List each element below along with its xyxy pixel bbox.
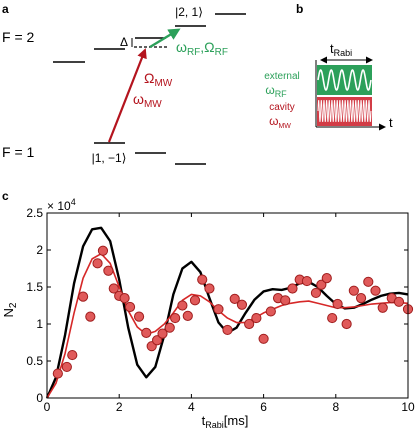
omega-mw-coupling-label: ΩMW [144, 70, 173, 89]
panel-c: c × 104 0 2 4 6 8 10 0 0.5 1 1.5 2 2.5 N2 tRabi[ms] [1, 189, 415, 430]
data-point [321, 273, 332, 284]
data-point [355, 293, 367, 304]
data-point [67, 349, 78, 361]
data-point [189, 295, 201, 306]
f2-label: F = 2 [2, 29, 35, 45]
y-tick-label: 1.5 [26, 280, 43, 294]
y-axis-label: N2 [1, 302, 19, 317]
data-point [157, 328, 168, 339]
data-point [103, 265, 114, 276]
mw-transition-arrow [107, 48, 147, 143]
data-point [316, 279, 327, 290]
y-tick-label: 2 [36, 243, 43, 257]
y-tick-label: 0.5 [26, 354, 43, 368]
plot-axes: 0 2 4 6 8 10 0 0.5 1 1.5 2 2.5 [26, 206, 415, 414]
plot-area [47, 213, 408, 398]
data-point [348, 285, 359, 296]
data-point [244, 318, 255, 330]
data-point [197, 274, 208, 285]
b-time-axis-label: t [389, 115, 393, 130]
plot-frame [46, 212, 409, 399]
data-point [133, 311, 145, 322]
panel-b-label: b [296, 2, 303, 16]
plot-background [47, 213, 408, 398]
data-point [52, 368, 63, 379]
data-point [213, 304, 224, 315]
panel-a-label: a [2, 2, 9, 16]
x-tick-label: 2 [116, 400, 123, 414]
panel-a: a F = 2 F = 1 |2, 1⟩ |1, −1⟩ Δ ΩMW ωMW ω… [2, 2, 246, 165]
panel-b: b tRabi external ωRF cavity ωMW t [264, 2, 393, 131]
data-point [393, 296, 405, 307]
data-point [85, 311, 96, 322]
data-point [377, 302, 388, 313]
t-rabi-label: tRabi [330, 41, 352, 58]
state-upper-label: |2, 1⟩ [175, 5, 203, 19]
y-tick-label: 2.5 [26, 206, 43, 220]
data-point [204, 283, 215, 294]
data-point [92, 258, 103, 269]
cavity-drive-wave [317, 100, 372, 122]
data-point [78, 291, 89, 302]
data-point [341, 318, 352, 330]
x-tick-label: 6 [260, 400, 267, 414]
cavity-label: cavity [269, 102, 295, 113]
data-point [124, 301, 136, 313]
data-point [287, 283, 298, 294]
data-point [152, 335, 163, 346]
x-tick-label: 4 [188, 400, 195, 414]
data-point [182, 310, 193, 321]
data-point [327, 312, 338, 324]
state-lower-label: |1, −1⟩ [92, 151, 127, 165]
fit-curve-red [46, 252, 409, 399]
plot-series [45, 226, 414, 399]
data-point [170, 312, 181, 324]
x-tick-label: 0 [44, 400, 51, 414]
cavity-omega-label: ωMW [269, 114, 291, 130]
data-point [310, 287, 322, 299]
rf-label: ωRF,ΩRF [176, 39, 228, 58]
data-point [236, 299, 248, 310]
external-drive-wave [317, 69, 372, 91]
data-point [265, 306, 276, 317]
external-label: external [264, 71, 300, 82]
data-point [119, 293, 130, 304]
x-tick-label: 8 [332, 400, 339, 414]
data-point [97, 245, 109, 256]
data-point [332, 298, 343, 310]
data-point [280, 295, 291, 306]
data-point [141, 327, 152, 338]
y-tick-label: 0 [36, 391, 43, 405]
data-point [108, 283, 119, 294]
x-tick-label: 10 [401, 400, 415, 414]
f1-label: F = 1 [2, 144, 35, 160]
data-point [258, 333, 269, 344]
data-point [363, 276, 374, 287]
rf-transition-arrow [149, 28, 181, 49]
detuning-delta-label: Δ [120, 35, 128, 49]
x-axis-label: tRabi[ms] [202, 413, 249, 430]
panel-c-label: c [2, 189, 9, 203]
omega-mw-freq-label: ωMW [133, 91, 162, 110]
y-tick-label: 1 [36, 317, 43, 331]
data-point [164, 322, 175, 333]
data-point [222, 324, 233, 336]
data-point [251, 312, 262, 324]
data-point [177, 300, 188, 311]
external-omega-label: ωRF [265, 83, 287, 99]
data-point [61, 361, 72, 373]
data-point [301, 275, 313, 287]
y-multiplier: × 104 [47, 197, 76, 213]
data-point [229, 293, 240, 304]
data-point [370, 285, 381, 296]
